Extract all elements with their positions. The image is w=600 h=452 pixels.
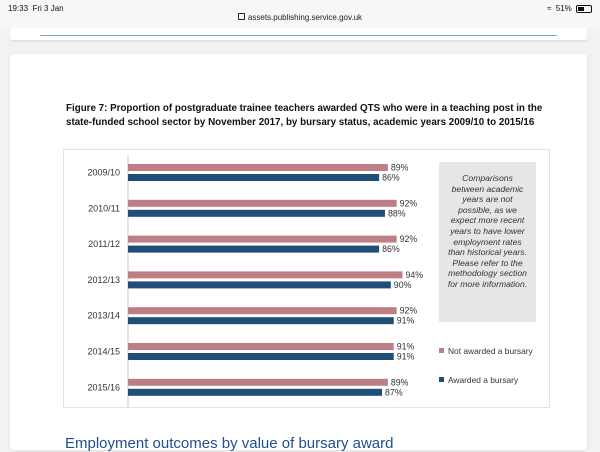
bar-value-label: 92% xyxy=(400,198,418,208)
bar-awarded xyxy=(128,174,380,181)
lock-icon xyxy=(237,13,245,20)
bar-value-label: 89% xyxy=(391,163,409,173)
methodology-note: Comparisons between academic years are n… xyxy=(439,162,536,322)
bar-not-awarded xyxy=(128,164,388,171)
bar-value-label: 91% xyxy=(397,352,415,362)
bar-not-awarded xyxy=(128,343,394,350)
bar-value-label: 92% xyxy=(400,306,418,316)
category-label: 2014/15 xyxy=(87,347,120,357)
bar-awarded xyxy=(128,388,383,396)
status-indicators: ≈ 51% xyxy=(547,4,592,13)
battery-icon xyxy=(576,4,592,13)
legend-item-not-awarded: Not awarded a bursary xyxy=(439,346,549,360)
bar-value-label: 88% xyxy=(388,208,406,218)
legend-item-awarded: Awarded a bursary xyxy=(439,375,549,389)
bar-value-label: 91% xyxy=(397,316,415,326)
figure-card: Figure 7: Proportion of postgraduate tra… xyxy=(10,54,587,452)
category-label: 2011/12 xyxy=(88,239,120,249)
bar-value-label: 90% xyxy=(394,280,412,290)
bar-value-label: 86% xyxy=(382,173,400,183)
bar-not-awarded xyxy=(128,199,397,207)
bar-value-label: 86% xyxy=(382,244,400,254)
wifi-icon: ≈ xyxy=(547,4,552,13)
section-heading[interactable]: Employment outcomes by value of bursary … xyxy=(65,435,394,452)
bar-value-label: 89% xyxy=(391,377,409,387)
legend-swatch-awarded xyxy=(439,377,444,383)
address-bar[interactable]: assets.publishing.service.gov.uk xyxy=(0,13,600,22)
category-label: 2010/11 xyxy=(88,203,120,213)
category-label: 2012/13 xyxy=(87,275,120,285)
category-label: 2013/14 xyxy=(87,311,120,321)
bar-awarded xyxy=(128,317,394,325)
status-bar: 19:33 Fri 3 Jan assets.publishing.servic… xyxy=(0,0,600,28)
bar-not-awarded xyxy=(128,307,397,315)
bar-not-awarded xyxy=(128,378,388,386)
url-text: assets.publishing.service.gov.uk xyxy=(247,13,363,22)
bar-not-awarded xyxy=(128,271,403,279)
battery-percent: 51% xyxy=(555,4,572,13)
bar-awarded xyxy=(128,281,391,289)
bar-value-label: 92% xyxy=(400,234,418,244)
category-label: 2009/10 xyxy=(87,168,120,178)
chart-container: 2009/10 89% 86% 2010/11 92% 88% 2011/12 92% 86% 2… xyxy=(63,149,550,408)
chart-legend: Not awarded a bursary Awarded a bursary xyxy=(439,346,549,404)
figure-title: Figure 7: Proportion of postgraduate tra… xyxy=(66,103,543,128)
status-time: 19:33 Fri 3 Jan xyxy=(8,4,64,13)
bar-not-awarded xyxy=(128,235,397,243)
previous-content-card xyxy=(10,28,587,41)
bar-awarded xyxy=(128,209,385,217)
legend-swatch-not-awarded xyxy=(439,348,444,354)
category-label: 2015/16 xyxy=(87,382,120,392)
bar-value-label: 87% xyxy=(385,387,403,397)
bar-value-label: 94% xyxy=(405,270,423,280)
bar-chart: 2009/10 89%86%2010/11 92%88%2011/12 92%86%2… xyxy=(87,156,423,407)
bar-awarded xyxy=(128,353,394,360)
bar-awarded xyxy=(128,245,380,253)
bar-value-label: 91% xyxy=(397,342,415,352)
